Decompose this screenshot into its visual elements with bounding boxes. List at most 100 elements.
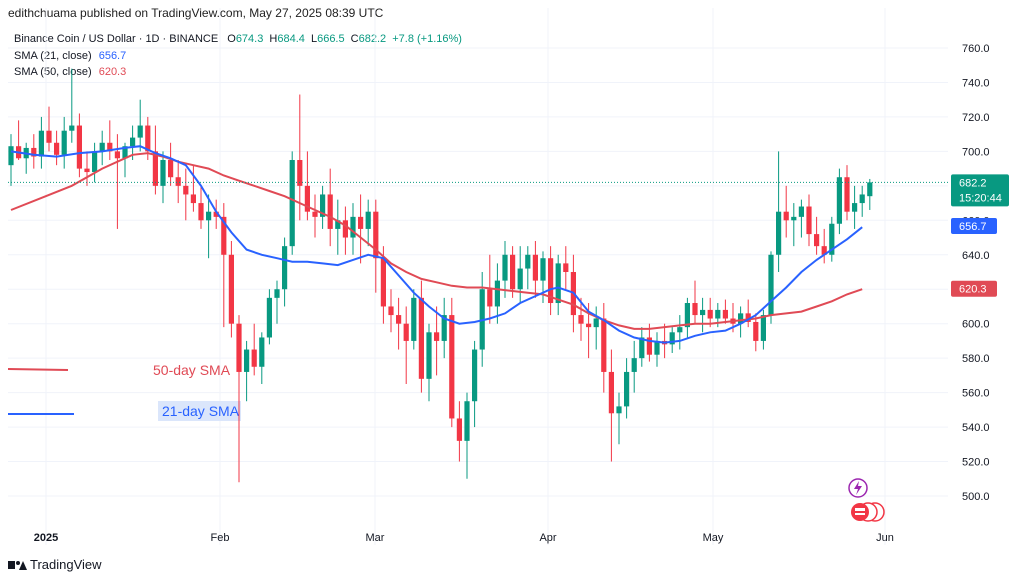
candle-body — [624, 371, 630, 407]
candle-body — [122, 146, 128, 159]
candle-body — [282, 246, 288, 290]
candle — [639, 327, 645, 367]
candle — [806, 194, 812, 247]
candle-body — [289, 160, 295, 247]
candle — [859, 185, 865, 217]
candle-body — [464, 401, 470, 441]
candle-body — [768, 254, 774, 316]
candle — [266, 289, 272, 345]
ohlc-low-value: 666.5 — [317, 33, 345, 45]
candle-body — [190, 194, 196, 204]
candle-body — [168, 160, 174, 178]
candle-body — [548, 258, 554, 304]
candle-body — [99, 142, 105, 152]
candle — [358, 194, 364, 264]
price-axis: 760.0740.0720.0700.0680.0660.0640.0620.0… — [962, 43, 990, 503]
candle — [198, 185, 204, 229]
candle-body — [213, 211, 219, 217]
candle-body — [137, 125, 143, 138]
ohlc-close-value: 682.2 — [358, 33, 387, 45]
footer-brand[interactable]: TradingView — [8, 557, 102, 572]
ohlc-open-key: O — [227, 33, 236, 45]
candle — [791, 203, 797, 247]
candle-body — [836, 177, 842, 224]
x-tick-label: Apr — [539, 532, 556, 544]
candle — [335, 199, 341, 255]
candle — [700, 297, 706, 333]
candle — [244, 340, 250, 402]
candle — [852, 185, 858, 229]
candle-body — [829, 223, 835, 255]
candle — [175, 160, 181, 204]
candle — [677, 315, 683, 350]
candle — [160, 151, 166, 204]
y-tick-label: 700.0 — [962, 146, 990, 158]
candle-body — [814, 234, 820, 247]
candle-body — [69, 125, 75, 131]
candle — [814, 216, 820, 255]
candle — [107, 120, 113, 160]
sma50-line — [10, 152, 863, 330]
candle — [662, 323, 668, 359]
candle — [821, 228, 827, 264]
candle — [745, 299, 751, 328]
candle — [38, 116, 44, 169]
candle-body — [76, 125, 82, 169]
bar-countdown: 15:20:44 — [959, 192, 1002, 204]
candle-body — [669, 332, 675, 345]
candle-body — [107, 142, 113, 152]
candle — [738, 306, 744, 338]
candle — [388, 289, 394, 333]
candle-body — [350, 216, 356, 238]
candle — [441, 297, 447, 359]
candle-body — [358, 216, 364, 229]
last-price-badge-bg — [951, 174, 1009, 207]
sma50-price-badge: 620.3 — [951, 280, 997, 297]
candle — [69, 68, 75, 143]
candle — [236, 315, 242, 483]
x-tick-label: Mar — [366, 532, 385, 544]
candle-body — [327, 194, 333, 229]
candle-body — [844, 177, 850, 212]
candle-body — [373, 211, 379, 259]
candle-body — [821, 246, 827, 255]
candle-body — [61, 130, 67, 155]
candle — [836, 168, 842, 235]
candle-body — [700, 309, 706, 316]
x-tick-label: 2025 — [34, 532, 58, 544]
candle — [563, 246, 569, 290]
y-tick-label: 640.0 — [962, 250, 990, 262]
ohlc-high-value: 684.4 — [277, 33, 305, 45]
candle-body — [320, 194, 326, 217]
candle — [259, 332, 265, 384]
sma50-annotation: 50-day SMA — [153, 362, 231, 378]
candle-body — [791, 216, 797, 221]
candle — [449, 297, 455, 428]
candle-body — [616, 406, 622, 414]
candle — [798, 199, 804, 238]
candle-body — [525, 254, 531, 269]
candle — [396, 297, 402, 350]
candle — [183, 168, 189, 221]
candle — [434, 306, 440, 376]
candle-body — [46, 130, 52, 143]
calendar-events-icon[interactable] — [851, 502, 885, 522]
candle — [669, 327, 675, 353]
ohlc-open-value: 674.3 — [235, 33, 264, 45]
candle-body — [745, 313, 751, 322]
candle-body — [206, 211, 212, 221]
candle-body — [441, 315, 447, 341]
candle — [373, 199, 379, 293]
candle — [342, 206, 348, 255]
candle — [502, 240, 508, 298]
candle-body — [472, 349, 478, 402]
lightning-icon[interactable] — [848, 478, 868, 498]
candle-body — [54, 142, 60, 155]
candle-body — [266, 297, 272, 338]
candle-body — [152, 151, 158, 186]
candle — [92, 142, 98, 183]
candle — [46, 106, 52, 152]
candle-body — [776, 211, 782, 255]
candle-body — [411, 297, 417, 341]
